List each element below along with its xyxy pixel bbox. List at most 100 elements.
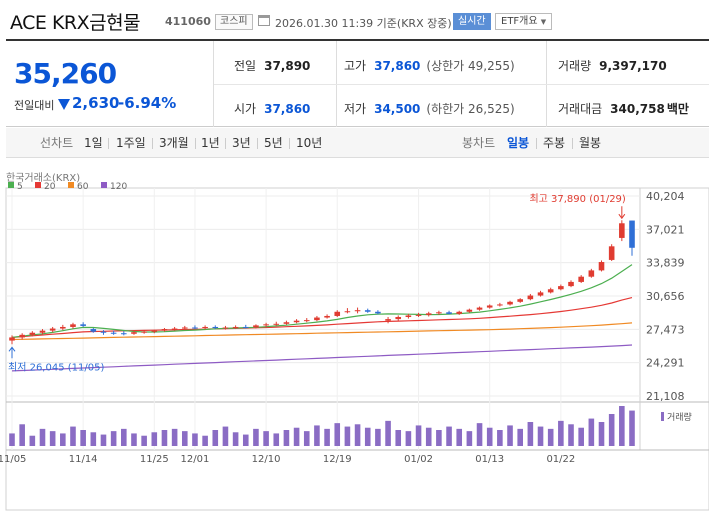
volume-bar xyxy=(456,428,463,446)
low-label: 저가 xyxy=(344,102,367,116)
volume-bar xyxy=(293,427,300,446)
low-value: 34,500 xyxy=(374,102,421,116)
low-price: 저가 34,500 (하한가 26,525) xyxy=(344,100,515,117)
volume-bar xyxy=(527,422,534,446)
candle-body xyxy=(232,326,239,328)
candle-body xyxy=(60,326,66,329)
ma120-line xyxy=(11,344,633,372)
current-price: 35,260 xyxy=(14,57,117,90)
x-tick-label: 01/22 xyxy=(546,454,575,465)
candle-body xyxy=(517,299,523,302)
low-annotation: 최저 26,045 (11/05) xyxy=(8,361,104,373)
volume-bar xyxy=(49,431,56,446)
period-daily[interactable]: 일봉 xyxy=(507,136,530,150)
candle-body xyxy=(253,325,259,328)
open-value: 37,860 xyxy=(264,102,311,116)
legend-label: 120 xyxy=(110,182,127,192)
volume: 거래량 9,397,170 xyxy=(558,57,667,74)
candle-body xyxy=(222,327,229,329)
candle-body xyxy=(344,311,351,313)
period-5y[interactable]: 5년 xyxy=(264,136,283,150)
period-10y[interactable]: 10년 xyxy=(296,136,323,150)
candle-body xyxy=(446,312,452,314)
x-tick-label: 11/25 xyxy=(140,454,169,465)
candle-body xyxy=(568,281,574,287)
etf-overview-button[interactable]: ETF개요 ▼ xyxy=(495,13,553,30)
open-label: 시가 xyxy=(234,102,257,116)
etf-overview-label: ETF개요 xyxy=(501,16,538,27)
candle-body xyxy=(507,301,513,305)
legend-swatch xyxy=(68,182,74,188)
candle-body xyxy=(436,312,442,314)
candle-body xyxy=(192,327,198,329)
volume-bar xyxy=(121,428,127,446)
volume-bar xyxy=(151,432,158,446)
volume-bar xyxy=(100,434,107,446)
high-annotation: 최고 37,890 (01/29) xyxy=(529,193,625,205)
candle-body xyxy=(181,327,188,329)
volume-bar xyxy=(344,426,351,446)
as-of-timestamp: 2026.01.30 11:39 기준(KRX 장중) xyxy=(275,17,452,30)
candle-body xyxy=(629,220,635,248)
period-monthly[interactable]: 월봉 xyxy=(579,136,602,150)
candle-body xyxy=(486,305,493,308)
y-tick-label: 21,108 xyxy=(646,390,685,403)
candle-body xyxy=(314,317,320,321)
y-tick-label: 37,021 xyxy=(646,223,685,236)
volume-bar xyxy=(405,431,412,446)
divider xyxy=(536,138,537,149)
legend-label: 5 xyxy=(17,182,23,192)
volume-bar xyxy=(70,426,76,446)
volume-bar xyxy=(110,431,117,446)
prev-close-label: 전일 xyxy=(234,59,257,73)
volume-bar xyxy=(588,418,595,446)
candle-body xyxy=(29,332,36,335)
legend-swatch xyxy=(35,182,41,188)
price-chart[interactable]: 한국거래소(KRX)5 20 60 120 40,204 37,021 33,839 30,6… xyxy=(0,160,709,512)
prev-close: 전일 37,890 xyxy=(234,57,310,74)
volume-bar xyxy=(222,426,229,446)
period-1y[interactable]: 1년 xyxy=(201,136,220,150)
candle-body xyxy=(212,326,219,329)
high-price: 고가 37,860 (상한가 49,255) xyxy=(344,57,515,74)
volume-bar xyxy=(253,428,259,446)
volume-bar xyxy=(232,432,239,446)
volume-bar xyxy=(39,428,46,446)
volume-bar xyxy=(476,423,483,446)
period-3y[interactable]: 3년 xyxy=(232,136,251,150)
candle-body xyxy=(171,328,178,330)
high-arrow-head xyxy=(618,213,626,220)
y-tick-label: 30,656 xyxy=(646,290,685,303)
divider xyxy=(152,138,153,149)
candle-body xyxy=(273,323,280,325)
candle-body xyxy=(100,331,107,333)
period-1d[interactable]: 1일 xyxy=(84,136,103,150)
volume-bar xyxy=(486,427,493,446)
volume-bar xyxy=(608,414,615,446)
line-chart-label: 선차트 xyxy=(40,136,74,150)
candle-body xyxy=(527,295,534,300)
candle-body xyxy=(80,324,86,326)
candle-body xyxy=(151,330,158,332)
amount-unit: 백만 xyxy=(666,102,689,116)
x-tick-label: 11/05 xyxy=(0,454,26,465)
volume-bar xyxy=(171,428,178,446)
y-tick-label: 40,204 xyxy=(646,190,685,203)
realtime-button[interactable]: 실시간 xyxy=(453,13,491,30)
volume-bar xyxy=(354,424,361,446)
amount-value: 340,758 xyxy=(610,102,665,116)
divider xyxy=(289,138,290,149)
prev-close-value: 37,890 xyxy=(264,59,311,73)
period-weekly[interactable]: 주봉 xyxy=(543,136,566,150)
volume-bar xyxy=(192,433,198,446)
volume-bar xyxy=(60,433,66,446)
period-3m[interactable]: 3개월 xyxy=(159,136,189,150)
volume-bar xyxy=(415,425,422,446)
x-tick-label: 12/01 xyxy=(181,454,210,465)
candle-body xyxy=(110,332,117,334)
volume-bar xyxy=(161,430,168,446)
volume-bar xyxy=(425,427,432,446)
y-tick-label: 27,473 xyxy=(646,323,685,336)
candle-body xyxy=(202,326,208,329)
period-1w[interactable]: 1주일 xyxy=(116,136,146,150)
